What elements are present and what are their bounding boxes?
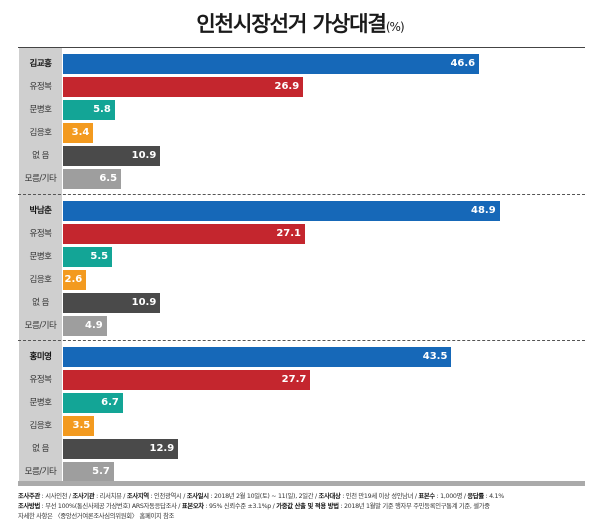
bar: [63, 270, 87, 290]
footer-value: : 4.1%: [483, 493, 505, 500]
footer-key: 표본오차: [181, 503, 204, 510]
bottom-rule: [18, 481, 585, 486]
data-label: 46.6: [450, 58, 476, 69]
category-label: 문병호: [29, 398, 52, 408]
title-unit: (%): [385, 20, 405, 34]
footer-value: : 2018년 2월 10일(토) ~ 11(일), 2일간 /: [208, 493, 319, 500]
data-label: 27.7: [281, 374, 307, 385]
group-divider: [18, 340, 585, 341]
bar: [63, 393, 123, 413]
category-label: 유정복: [29, 375, 52, 385]
data-label: 6.7: [101, 397, 119, 408]
category-label: 모름/기타: [24, 467, 57, 477]
footer-line-2: 조사방법 : 무선 100%(통신사제공 가상번호) ARS자동응답조사 / 표…: [18, 501, 593, 510]
category-label: 김교흥: [29, 59, 52, 69]
data-label: 48.9: [470, 205, 496, 216]
footer-value: : 2018년 1월말 기준 행자부 주민등록인구통계 기준, 셀가중: [338, 503, 490, 510]
label-column: [19, 48, 62, 481]
data-label: 10.9: [131, 150, 157, 161]
footer-key: 조사방법: [18, 503, 40, 510]
category-label: 김응호: [29, 128, 52, 138]
footer-value: : 95% 신뢰수준 ±3.1%p /: [203, 503, 277, 510]
data-label: 43.5: [422, 351, 448, 362]
footer-value: : 인천광역시 /: [148, 493, 187, 500]
footer-value: : 무선 100%(통신사제공 가상번호) ARS자동응답조사 /: [39, 503, 182, 510]
chart-title: 인천시장선거 가상대결(%): [0, 8, 600, 38]
title-text: 인천시장선거 가상대결: [196, 12, 387, 36]
category-label: 없 음: [32, 444, 49, 454]
bar: [63, 77, 304, 97]
footer-key: 응답률: [467, 493, 484, 500]
category-label: 홍미영: [29, 352, 52, 362]
data-label: 12.9: [149, 443, 175, 454]
category-label: 유정복: [29, 229, 52, 239]
category-label: 없 음: [32, 151, 49, 161]
category-label: 없 음: [32, 298, 49, 308]
category-label: 문병호: [29, 252, 52, 262]
data-label: 5.5: [90, 251, 109, 262]
footer-line-3: 자세한 사항은 〈중앙선거여론조사심의위원회〉 홈페이지 참조: [18, 513, 175, 520]
bar: [63, 224, 305, 244]
footer-key: 조사주관: [18, 493, 40, 500]
bar: [63, 293, 161, 313]
data-label: 26.9: [274, 81, 300, 92]
footer-key: 조사일시: [186, 493, 209, 500]
data-label: 10.9: [131, 297, 157, 308]
footer-value: : 인천 만19세 이상 성인남녀 /: [340, 493, 419, 500]
bar: [63, 416, 95, 436]
bar: [63, 169, 122, 189]
footer-key: 조사기관: [72, 493, 95, 500]
footer-line-1: 조사주관 : 시사인천 / 조사기관 : 리서치뷰 / 조사지역 : 인천광역시…: [18, 491, 593, 500]
category-label: 모름/기타: [24, 174, 57, 184]
group-divider: [18, 194, 585, 195]
data-label: 27.1: [276, 228, 301, 239]
category-label: 유정복: [29, 82, 52, 92]
data-label: 5.7: [92, 466, 110, 477]
footer-value: : 시사인천 /: [39, 493, 73, 500]
bar: [63, 201, 500, 221]
data-label: 3.5: [72, 420, 91, 431]
footer-value: : 1,000명 /: [434, 493, 468, 500]
bar: [63, 439, 179, 459]
footer-key: 표본수: [418, 493, 435, 500]
footer-key: 조사대상: [318, 493, 341, 500]
data-label: 6.5: [99, 173, 118, 184]
footer-key: 가중값 산출 및 적용 방법: [276, 503, 339, 510]
category-label: 모름/기타: [24, 321, 57, 331]
footer-key: 조사지역: [126, 493, 149, 500]
data-label: 4.9: [85, 320, 103, 331]
category-label: 김응호: [29, 275, 52, 285]
bar: [63, 462, 114, 482]
bar: [63, 316, 107, 336]
bar: [63, 54, 480, 74]
bar: [63, 146, 161, 166]
bar: [63, 123, 94, 143]
data-label: 3.4: [71, 127, 90, 138]
category-label: 김응호: [29, 421, 52, 431]
bar: [63, 247, 113, 267]
bar: [63, 370, 311, 390]
bar: [63, 347, 452, 367]
category-label: 문병호: [29, 105, 52, 115]
category-label: 박남춘: [29, 206, 52, 216]
bar: [63, 100, 115, 120]
top-rule: [18, 47, 585, 48]
data-label: 5.8: [93, 104, 111, 115]
footer-value: : 리서치뷰 /: [94, 493, 127, 500]
data-label: 2.6: [64, 274, 83, 285]
